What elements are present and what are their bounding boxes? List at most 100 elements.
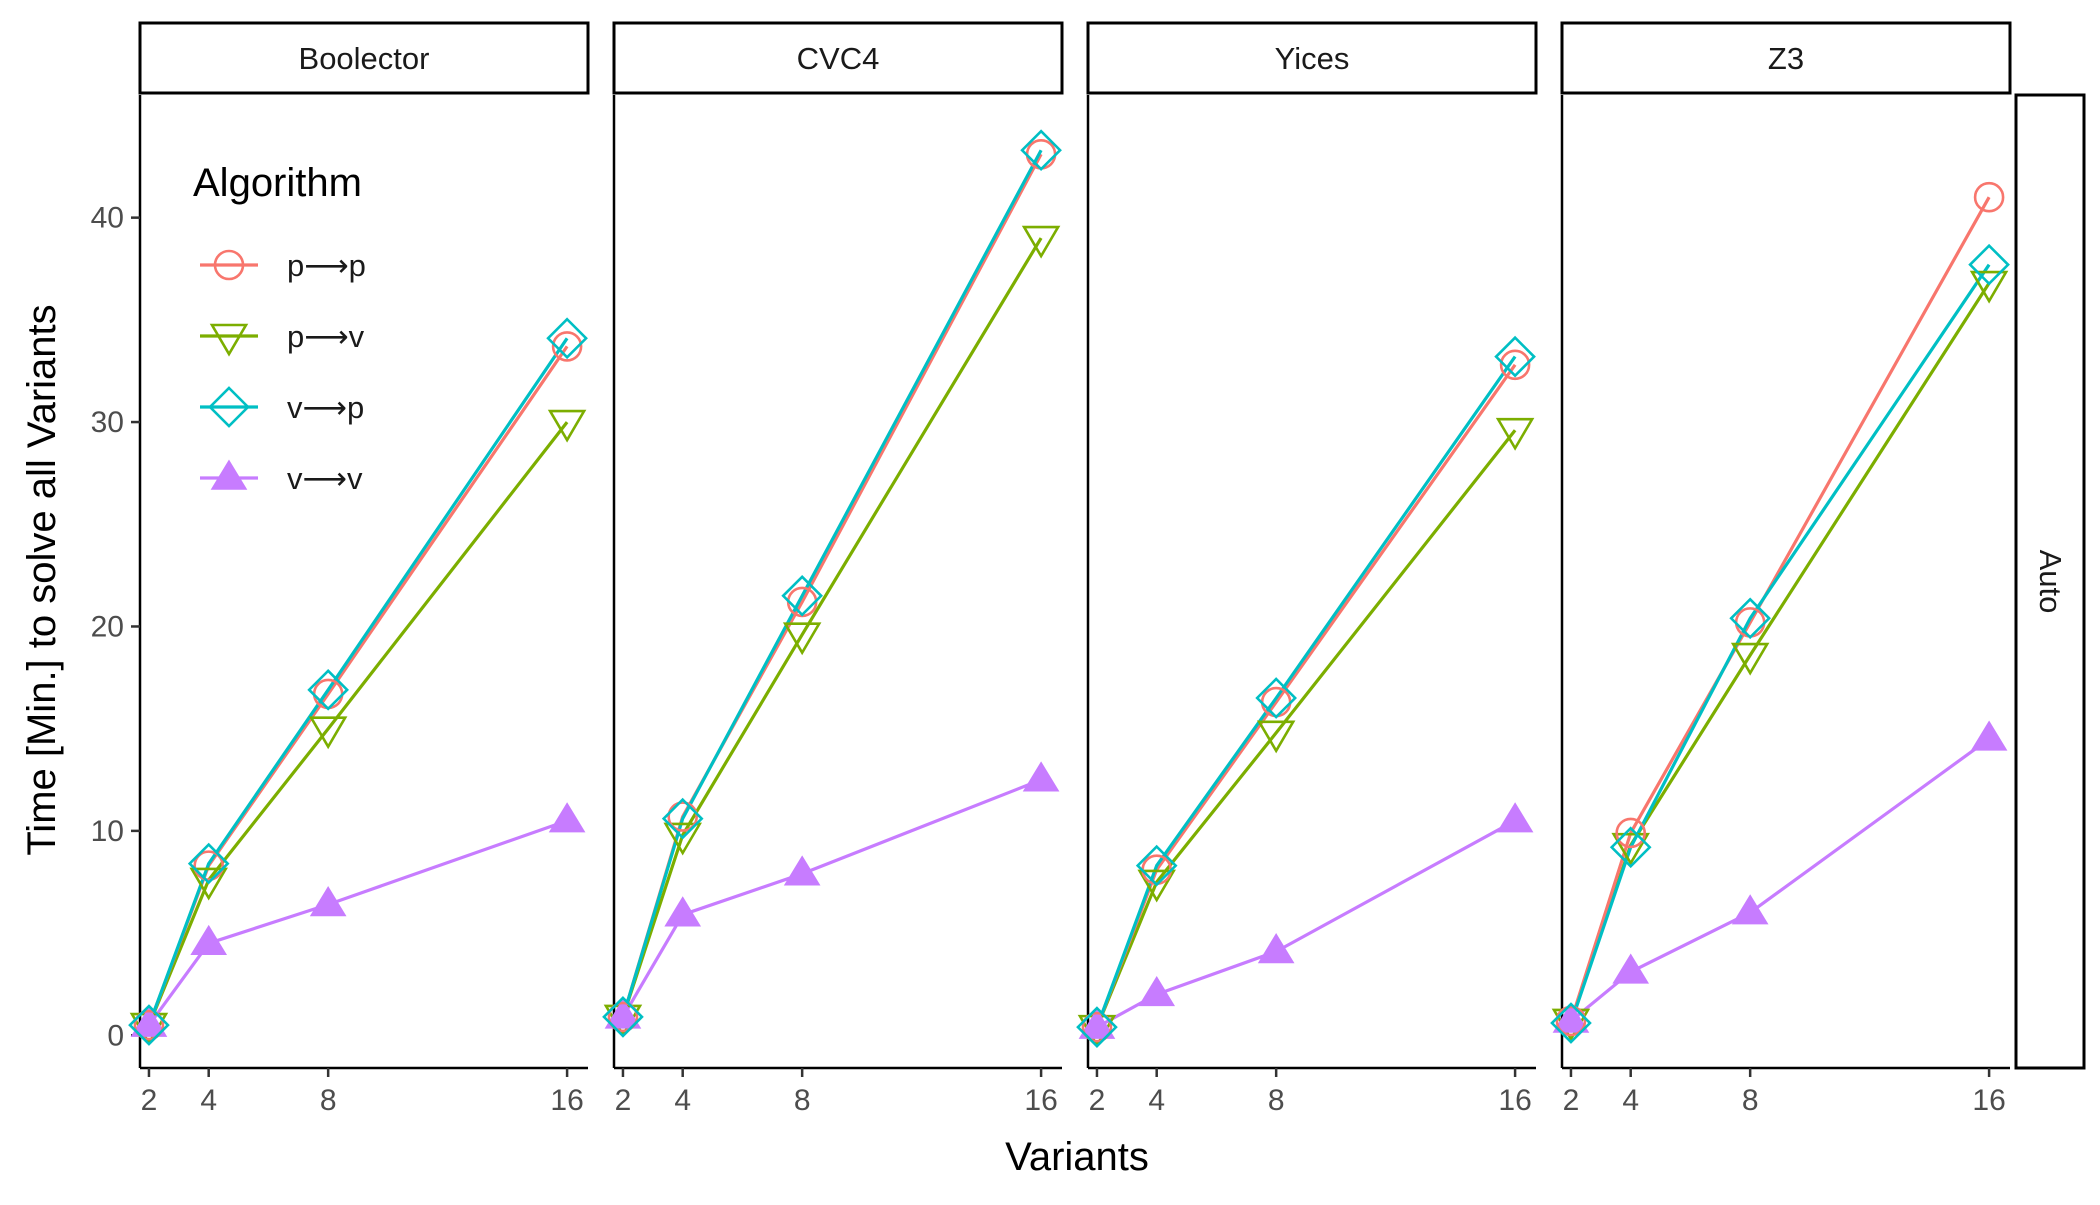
data-point-v⟶p — [1729, 597, 1771, 640]
legend-label: v⟶p — [287, 390, 364, 425]
data-point-v⟶v — [1612, 953, 1650, 984]
data-point-p⟶v — [1137, 869, 1176, 903]
data-point-v⟶p — [1020, 129, 1062, 172]
data-point-p⟶v — [1730, 642, 1770, 676]
data-point-v⟶v — [309, 886, 347, 917]
series-line-p⟶v — [621, 237, 1043, 1018]
facet-strip-label: Yices — [1275, 41, 1350, 76]
facet-panel-cvc4: CVC4 2 4 8 16 — [602, 21, 1064, 1117]
y-axis-title: Time [Min.] to solve all Variants — [20, 304, 64, 855]
x-tick-label: 16 — [1972, 1084, 2005, 1117]
legend-key-marker — [208, 386, 250, 428]
data-point-v⟶v — [1257, 933, 1295, 964]
x-tick-label: 16 — [550, 1084, 583, 1117]
data-point-p⟶v — [782, 622, 822, 656]
data-point-v⟶v — [548, 802, 586, 833]
y-tick-label: 40 — [91, 202, 124, 235]
x-tick-label: 16 — [1498, 1084, 1531, 1117]
y-tick-label: 30 — [91, 406, 124, 439]
row-strip — [2014, 93, 2086, 1070]
data-point-p⟶v — [1495, 417, 1535, 451]
series-line-p⟶v — [1095, 429, 1517, 1028]
data-point-v⟶p — [602, 996, 644, 1038]
x-tick-label: 8 — [320, 1084, 337, 1117]
data-point-v⟶v — [783, 855, 821, 886]
x-tick-label: 8 — [794, 1084, 811, 1117]
facet-strip-label: Z3 — [1768, 41, 1804, 76]
data-point-v⟶v — [1496, 802, 1534, 833]
series-line-v⟶p — [147, 337, 569, 1026]
row-strip-label: Auto — [2033, 550, 2068, 614]
data-point-v⟶p — [1609, 826, 1652, 869]
data-point-p⟶v — [1256, 720, 1296, 754]
series-line-p⟶p — [1569, 196, 1991, 1022]
data-point-v⟶v — [130, 1006, 168, 1037]
legend-title: Algorithm — [193, 161, 362, 205]
series-line-v⟶v — [621, 778, 1042, 1018]
series-line-p⟶v — [1569, 282, 1991, 1022]
data-point-v⟶p — [1255, 677, 1297, 719]
legend-key-marker — [213, 249, 245, 281]
data-point-v⟶p — [307, 668, 349, 711]
x-tick-label: 4 — [1622, 1084, 1639, 1117]
facet-strip-label: Boolector — [299, 41, 430, 76]
facet-panel-z3: Z3 2 4 8 16 — [1550, 21, 2012, 1117]
legend-label: p⟶p — [287, 248, 366, 283]
data-point-v⟶v — [1022, 761, 1060, 792]
data-point-p⟶p — [551, 331, 583, 362]
data-point-p⟶v — [663, 822, 702, 856]
data-point-v⟶v — [190, 924, 228, 956]
data-point-p⟶p — [1025, 138, 1057, 170]
facet-strip — [1560, 21, 2012, 95]
data-point-v⟶v — [1078, 1008, 1116, 1039]
x-axis-title: Variants — [1005, 1135, 1149, 1179]
x-tick-label: 8 — [1742, 1084, 1759, 1117]
x-tick-label: 2 — [1563, 1084, 1580, 1117]
legend-label: v⟶v — [287, 461, 363, 496]
data-point-v⟶p — [546, 317, 588, 360]
data-point-v⟶p — [128, 1004, 170, 1046]
data-point-v⟶p — [187, 842, 230, 885]
series-line-v⟶p — [1569, 263, 1991, 1024]
x-tick-label: 8 — [1268, 1084, 1285, 1117]
data-point-p⟶p — [1615, 817, 1646, 849]
data-point-p⟶p — [1973, 181, 2005, 213]
facet-strip-label: CVC4 — [797, 41, 880, 76]
data-point-v⟶p — [1968, 243, 2010, 286]
x-tick-label: 2 — [615, 1084, 632, 1117]
data-point-v⟶p — [781, 574, 823, 617]
data-point-p⟶v — [1021, 225, 1061, 259]
facet-strip — [612, 21, 1064, 95]
data-point-v⟶p — [1135, 844, 1178, 887]
data-point-v⟶v — [1970, 720, 2008, 751]
series-line-v⟶v — [147, 819, 568, 1027]
series-line-v⟶v — [1569, 737, 1991, 1023]
data-point-p⟶p — [133, 1009, 165, 1041]
series-line-p⟶p — [147, 345, 569, 1026]
x-tick-label: 4 — [674, 1084, 691, 1117]
x-tick-label: 16 — [1024, 1084, 1057, 1117]
legend: Algorithm p⟶p p⟶v v⟶p v⟶v — [193, 161, 366, 496]
data-point-v⟶p — [1550, 1002, 1592, 1044]
data-point-p⟶p — [1555, 1005, 1587, 1037]
data-point-v⟶v — [664, 896, 702, 927]
data-point-p⟶v — [1969, 270, 2009, 304]
data-point-v⟶v — [1138, 975, 1176, 1007]
data-point-v⟶v — [1731, 894, 1769, 925]
legend-label: p⟶v — [287, 319, 365, 354]
y-tick-label: 10 — [91, 815, 124, 848]
data-point-p⟶p — [1499, 349, 1531, 381]
data-point-p⟶v — [1611, 832, 1650, 866]
y-tick-label: 20 — [91, 610, 124, 643]
facet-panel-yices: Yices 2 4 8 16 — [1076, 21, 1538, 1117]
data-point-v⟶v — [1552, 1002, 1590, 1033]
x-tick-label: 4 — [200, 1084, 217, 1117]
data-point-v⟶p — [1076, 1006, 1118, 1048]
x-tick-label: 4 — [1148, 1084, 1165, 1117]
data-point-p⟶p — [607, 1001, 639, 1033]
x-tick-label: 2 — [141, 1084, 158, 1117]
data-point-p⟶p — [667, 801, 698, 832]
facet-strip — [1086, 21, 1538, 95]
